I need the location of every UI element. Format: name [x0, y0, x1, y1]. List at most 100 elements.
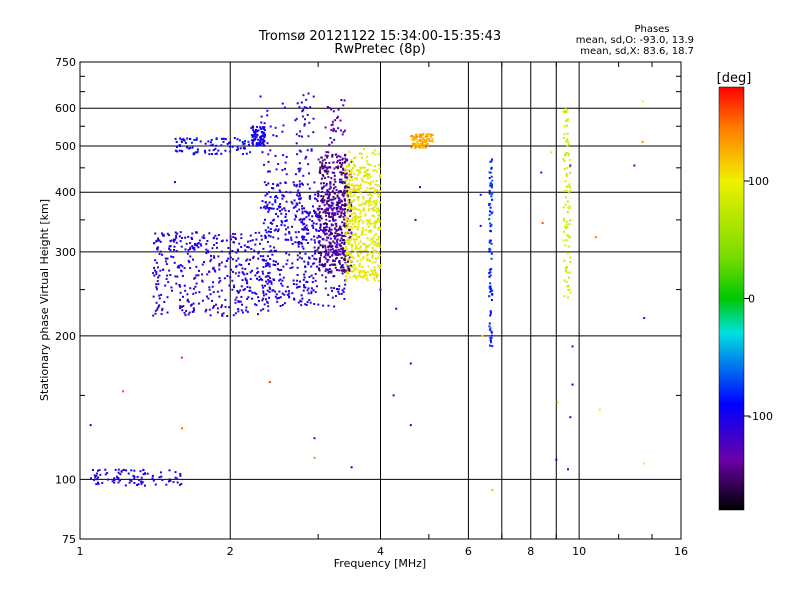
echo-point: [413, 142, 416, 145]
echo-point: [567, 143, 570, 146]
echo-point: [327, 304, 330, 307]
echo-point: [221, 304, 223, 307]
echo-point: [489, 310, 492, 313]
echo-point: [429, 139, 432, 142]
echo-point: [270, 207, 273, 210]
echo-point: [204, 151, 207, 154]
echo-point: [272, 218, 275, 221]
echo-point: [362, 197, 365, 200]
echo-point: [345, 190, 348, 193]
echo-point: [314, 241, 316, 244]
echo-point: [276, 184, 278, 187]
echo-point: [562, 218, 565, 221]
echo-point: [333, 249, 335, 252]
echo-point: [209, 314, 212, 317]
echo-point: [218, 264, 221, 267]
echo-point: [232, 284, 235, 287]
echo-point: [340, 231, 343, 234]
echo-point: [274, 295, 277, 298]
echo-point: [368, 164, 371, 167]
echo-point: [206, 273, 209, 276]
echo-point: [359, 185, 361, 188]
echo-point: [347, 272, 350, 275]
echo-point: [267, 281, 270, 284]
echo-point: [355, 189, 358, 192]
echo-point: [266, 275, 269, 277]
echo-point: [230, 268, 233, 271]
echo-point: [351, 188, 354, 191]
echo-point: [320, 156, 323, 159]
echo-point: [178, 145, 181, 148]
echo-point: [322, 211, 325, 214]
echo-point: [375, 179, 378, 182]
echo-point: [195, 282, 198, 285]
echo-point: [267, 305, 270, 308]
echo-point: [277, 297, 280, 299]
echo-point: [267, 262, 269, 265]
echo-point: [490, 166, 493, 169]
echo-point: [332, 259, 335, 262]
sparse-echo-point: [89, 424, 92, 427]
echo-point: [322, 246, 324, 249]
echo-point: [187, 313, 190, 316]
echo-point: [274, 126, 277, 129]
echo-point: [304, 270, 307, 273]
echo-point: [265, 184, 268, 186]
echo-point: [563, 259, 566, 262]
echo-point: [244, 249, 247, 252]
echo-point: [172, 240, 175, 243]
echo-point: [337, 154, 340, 157]
echo-point: [206, 249, 209, 252]
echo-point: [566, 119, 569, 122]
echo-point: [354, 243, 357, 246]
echo-point: [324, 166, 327, 169]
echo-point: [337, 127, 340, 130]
sparse-echo-point: [598, 408, 601, 411]
echo-point: [324, 246, 327, 249]
echo-point: [319, 229, 322, 231]
echo-point: [304, 286, 307, 289]
echo-point: [266, 206, 269, 209]
echo-point: [352, 270, 354, 273]
echo-point: [167, 480, 170, 483]
echo-point: [116, 477, 119, 479]
x-tick-label: 10: [572, 545, 586, 558]
echo-point: [281, 102, 284, 105]
echo-point: [343, 287, 346, 290]
echo-point: [263, 163, 265, 166]
echo-point: [306, 113, 309, 116]
echo-point: [488, 322, 491, 325]
echo-point: [165, 263, 168, 266]
echo-point: [187, 300, 190, 303]
sparse-echo-point: [174, 181, 176, 184]
echo-point: [141, 481, 144, 484]
echo-point: [211, 143, 214, 146]
echo-point: [370, 207, 373, 210]
echo-point: [488, 275, 491, 278]
echo-point: [154, 483, 157, 486]
echo-point: [318, 170, 321, 173]
echo-point: [185, 242, 188, 245]
echo-point: [568, 223, 571, 226]
echo-point: [332, 187, 335, 190]
echo-point: [328, 241, 331, 244]
echo-point: [208, 288, 211, 291]
echo-point: [336, 210, 339, 213]
echo-point: [240, 285, 243, 288]
echo-point: [563, 160, 566, 163]
echo-point: [373, 222, 376, 225]
echo-point: [300, 221, 303, 224]
echo-point: [349, 260, 352, 263]
echo-point: [319, 215, 322, 218]
echo-point: [307, 92, 310, 95]
echo-point: [233, 137, 236, 139]
echo-point: [327, 245, 330, 248]
echo-point: [209, 293, 212, 296]
echo-point: [379, 176, 382, 179]
echo-point: [333, 138, 336, 141]
echo-point: [250, 134, 253, 137]
echo-point: [369, 176, 372, 178]
echo-point: [267, 170, 270, 173]
echo-point: [569, 190, 572, 192]
echo-point: [176, 232, 179, 235]
